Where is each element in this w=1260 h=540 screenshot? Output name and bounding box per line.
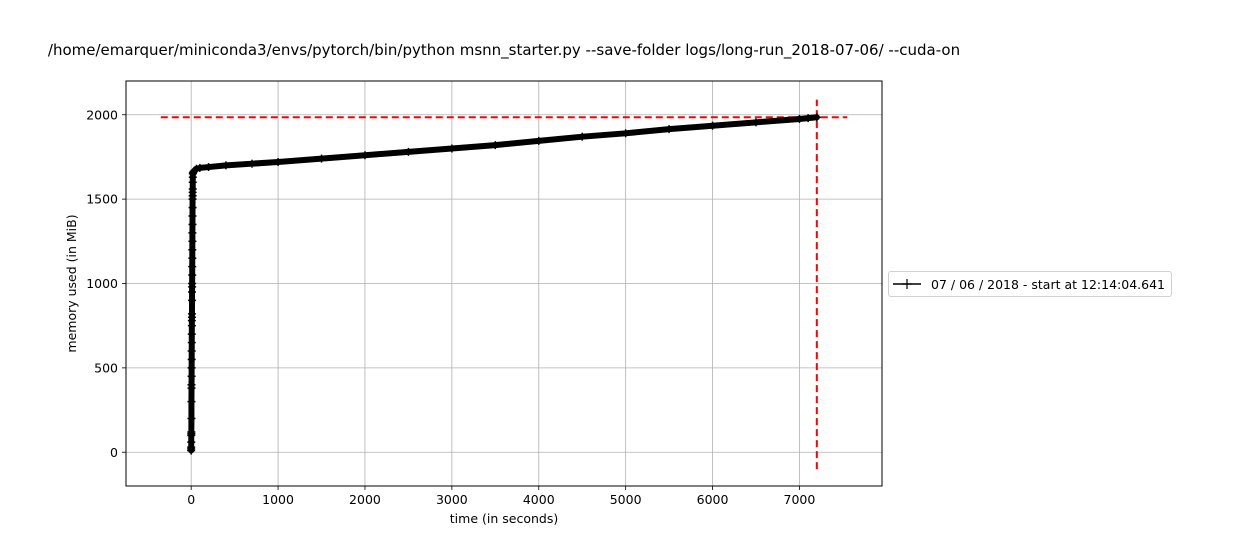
data-point-marker xyxy=(187,414,196,423)
data-point-marker xyxy=(188,228,197,237)
data-point-marker xyxy=(404,147,413,156)
data-point-marker xyxy=(752,118,760,127)
y-tick-label: 500 xyxy=(94,360,118,375)
data-point-marker xyxy=(665,125,674,134)
data-point-marker xyxy=(188,237,197,246)
data-point-marker xyxy=(188,296,197,305)
series-line xyxy=(188,114,820,454)
data-point-marker xyxy=(204,163,213,172)
y-tick-label: 1500 xyxy=(86,192,118,207)
data-point-marker xyxy=(187,347,196,355)
data-point-marker xyxy=(534,136,543,145)
reference-lines xyxy=(160,99,848,470)
x-tick-label: 4000 xyxy=(523,492,555,507)
data-point-marker xyxy=(187,380,196,389)
x-tick-label: 7000 xyxy=(784,492,816,507)
data-point-marker xyxy=(221,161,230,170)
data-point-marker xyxy=(187,428,196,436)
data-point-marker xyxy=(804,114,813,123)
y-axis-ticks: 0 500 1000 1500 2000 xyxy=(86,107,126,460)
data-point-marker xyxy=(187,397,196,406)
data-point-marker xyxy=(447,144,456,153)
data-point-marker xyxy=(187,355,196,364)
data-point-marker xyxy=(187,438,196,447)
legend: 07 / 06 / 2018 - start at 12:14:04.641 xyxy=(888,271,1172,297)
legend-label: 07 / 06 / 2018 - start at 12:14:04.641 xyxy=(931,276,1165,292)
data-point-marker xyxy=(578,132,587,141)
data-point-marker xyxy=(188,262,197,271)
grid-lines xyxy=(126,81,882,486)
x-tick-label: 2000 xyxy=(349,492,381,507)
series-layer xyxy=(187,113,821,455)
data-point-marker xyxy=(187,363,196,372)
data-point-marker xyxy=(317,154,326,163)
data-point-marker xyxy=(188,271,197,280)
x-tick-label: 5000 xyxy=(610,492,642,507)
x-tick-label: 1000 xyxy=(262,492,294,507)
x-tick-label: 3000 xyxy=(436,492,468,507)
y-axis-label: memory used (in MiB) xyxy=(64,214,79,352)
y-tick-label: 2000 xyxy=(86,107,118,122)
data-point-marker xyxy=(187,372,196,381)
x-axis-label: time (in seconds) xyxy=(450,511,558,526)
data-point-marker xyxy=(248,159,256,168)
data-point-marker xyxy=(188,203,197,212)
data-point-marker xyxy=(187,338,196,347)
data-point-marker xyxy=(708,121,717,130)
data-point-marker xyxy=(188,254,197,263)
data-point-marker xyxy=(188,220,197,229)
y-tick-label: 1000 xyxy=(86,276,118,291)
data-point-marker xyxy=(188,212,197,220)
data-point-marker xyxy=(190,166,199,175)
data-point-marker xyxy=(188,245,197,254)
x-axis-ticks: 0 1000 2000 3000 4000 5000 6000 7000 xyxy=(187,486,815,507)
data-point-marker xyxy=(195,163,204,172)
chart-title: /home/emarquer/miniconda3/envs/pytorch/b… xyxy=(47,41,961,59)
data-point-marker xyxy=(812,113,821,122)
data-point-marker xyxy=(795,114,804,123)
data-point-marker xyxy=(188,279,197,288)
y-tick-label: 0 xyxy=(110,445,118,460)
x-tick-label: 6000 xyxy=(697,492,729,507)
data-point-marker xyxy=(192,164,201,173)
data-point-marker xyxy=(491,141,500,150)
data-point-marker xyxy=(274,158,283,166)
data-point-marker xyxy=(621,129,630,138)
x-tick-label: 0 xyxy=(187,492,195,507)
data-point-marker xyxy=(187,309,196,318)
data-point-marker xyxy=(187,330,196,339)
data-point-marker xyxy=(188,185,197,193)
data-point-marker xyxy=(360,151,369,160)
legend-line-marker-icon xyxy=(893,279,921,289)
